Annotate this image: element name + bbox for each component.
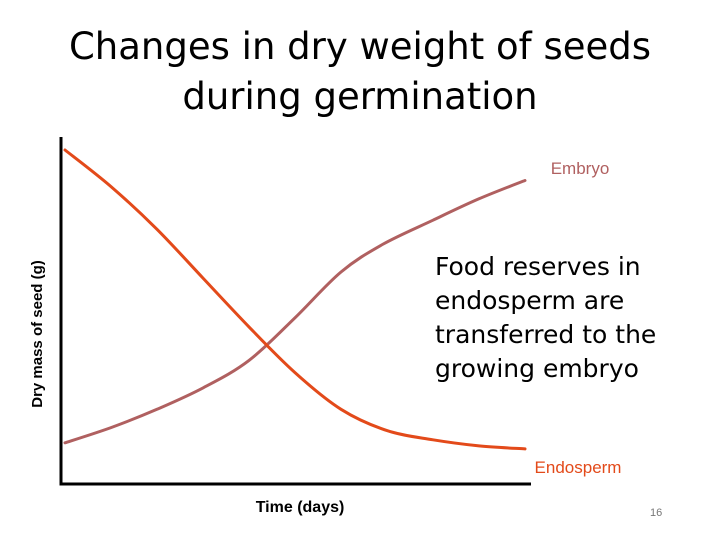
endosperm-label: Endosperm [535,458,622,477]
title-line-2: during germination [182,75,538,118]
callout-text: Food reserves in endosperm are transferr… [435,252,657,383]
slide-title: Changes in dry weight of seeds during ge… [40,22,680,122]
series-layer [63,148,527,451]
embryo-label: Embryo [551,159,610,178]
endosperm-line [63,148,527,451]
y-axis-label: Dry mass of seed (g) [29,260,46,408]
embryo-line [63,179,527,445]
page-number: 16 [650,507,663,519]
title-line-1: Changes in dry weight of seeds [68,25,652,68]
x-axis-label: Time (days) [256,499,345,516]
